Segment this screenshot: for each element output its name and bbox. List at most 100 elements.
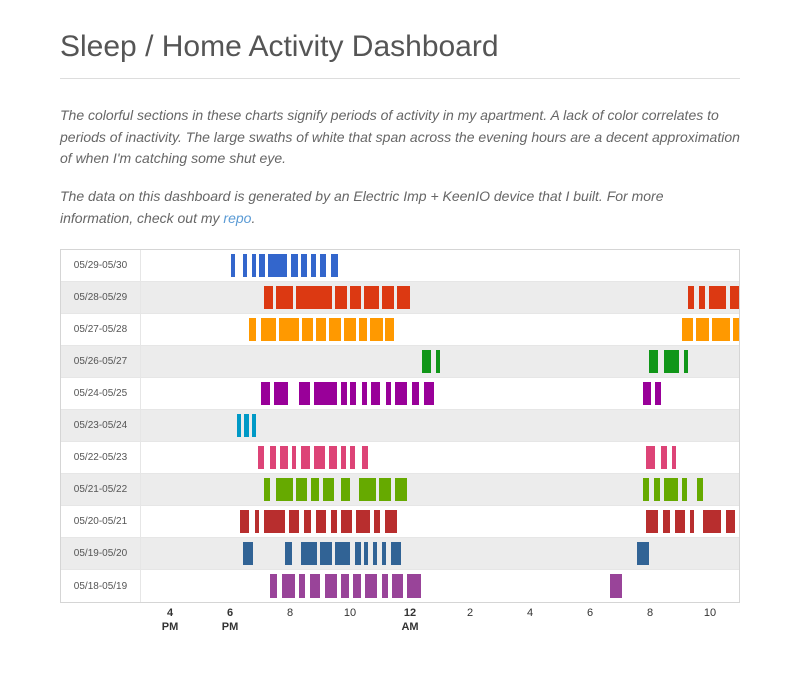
activity-segment [688,286,694,309]
chart-row-track [141,570,739,602]
activity-segment [412,382,419,405]
repo-link[interactable]: repo [223,210,251,226]
activity-segment [726,510,735,533]
activity-segment [311,478,318,501]
activity-segment [364,286,379,309]
activity-segment [279,318,300,341]
activity-segment [341,446,345,469]
activity-segment [264,478,270,501]
chart-row-label: 05/28-05/29 [61,282,141,313]
chart-row: 05/28-05/29 [61,282,739,314]
activity-segment [341,510,351,533]
chart-row: 05/19-05/20 [61,538,739,570]
activity-segment [249,318,256,341]
chart-row: 05/29-05/30 [61,250,739,282]
description-2: The data on this dashboard is generated … [60,186,740,229]
activity-segment [341,574,348,598]
description-2-pre: The data on this dashboard is generated … [60,188,664,226]
activity-segment [299,574,305,598]
activity-segment [296,478,306,501]
description-1: The colorful sections in these charts si… [60,105,740,170]
activity-segment [292,446,296,469]
activity-segment [353,574,360,598]
chart-row-track [141,378,739,409]
activity-segment [712,318,730,341]
chart-row: 05/27-05/28 [61,314,739,346]
activity-segment [341,382,347,405]
activity-segment [371,382,380,405]
activity-segment [243,542,253,565]
activity-segment [664,350,679,373]
chart-row: 05/20-05/21 [61,506,739,538]
axis-tick: 10 [704,607,716,620]
axis-tick: 6 [587,607,593,620]
activity-segment [362,382,366,405]
activity-segment [664,478,677,501]
activity-segment [654,478,660,501]
activity-segment [382,542,386,565]
chart-row-label: 05/20-05/21 [61,506,141,537]
activity-segment [646,510,658,533]
chart-row-label: 05/19-05/20 [61,538,141,569]
activity-segment [329,446,336,469]
activity-segment [335,542,350,565]
activity-segment [261,382,270,405]
chart-row-track [141,474,739,505]
activity-segment [436,350,440,373]
chart-row-label: 05/26-05/27 [61,346,141,377]
activity-segment [285,542,292,565]
activity-segment [301,254,307,277]
activity-segment [264,286,273,309]
activity-segment [244,414,248,437]
activity-segment [350,446,354,469]
activity-segment [320,542,332,565]
activity-segment [268,254,287,277]
activity-segment [259,254,265,277]
chart-row-label: 05/21-05/22 [61,474,141,505]
activity-segment [643,382,650,405]
activity-segment [355,542,361,565]
activity-segment [359,318,366,341]
activity-segment [289,510,299,533]
activity-segment [422,350,431,373]
chart-row: 05/24-05/25 [61,378,739,410]
activity-segment [331,510,337,533]
activity-segment [663,510,670,533]
activity-segment [407,574,420,598]
axis-tick: 2 [467,607,473,620]
activity-segment [264,510,285,533]
title-rule [60,78,740,79]
chart-row: 05/21-05/22 [61,474,739,506]
activity-segment [672,446,676,469]
activity-segment [696,318,709,341]
axis-tick: 4PM [162,607,179,633]
activity-segment [697,478,703,501]
activity-segment [350,382,356,405]
activity-segment [382,574,388,598]
activity-segment [344,318,356,341]
activity-segment [646,446,655,469]
chart-row-label: 05/23-05/24 [61,410,141,441]
activity-chart: 05/29-05/3005/28-05/2905/27-05/2805/26-0… [60,249,740,641]
chart-row-track [141,314,739,345]
activity-segment [270,574,277,598]
chart-row: 05/26-05/27 [61,346,739,378]
activity-segment [320,254,326,277]
activity-segment [314,446,324,469]
activity-segment [252,414,256,437]
activity-segment [302,318,312,341]
activity-segment [385,318,394,341]
activity-segment [364,542,368,565]
activity-segment [392,574,402,598]
activity-segment [391,542,401,565]
axis-tick: 10 [344,607,356,620]
activity-segment [365,574,377,598]
chart-row-track [141,506,739,537]
activity-segment [296,286,332,309]
activity-segment [362,446,368,469]
axis-tick: 12AM [401,607,418,633]
activity-segment [323,478,333,501]
activity-segment [316,318,326,341]
activity-segment [335,286,347,309]
activity-segment [356,510,369,533]
